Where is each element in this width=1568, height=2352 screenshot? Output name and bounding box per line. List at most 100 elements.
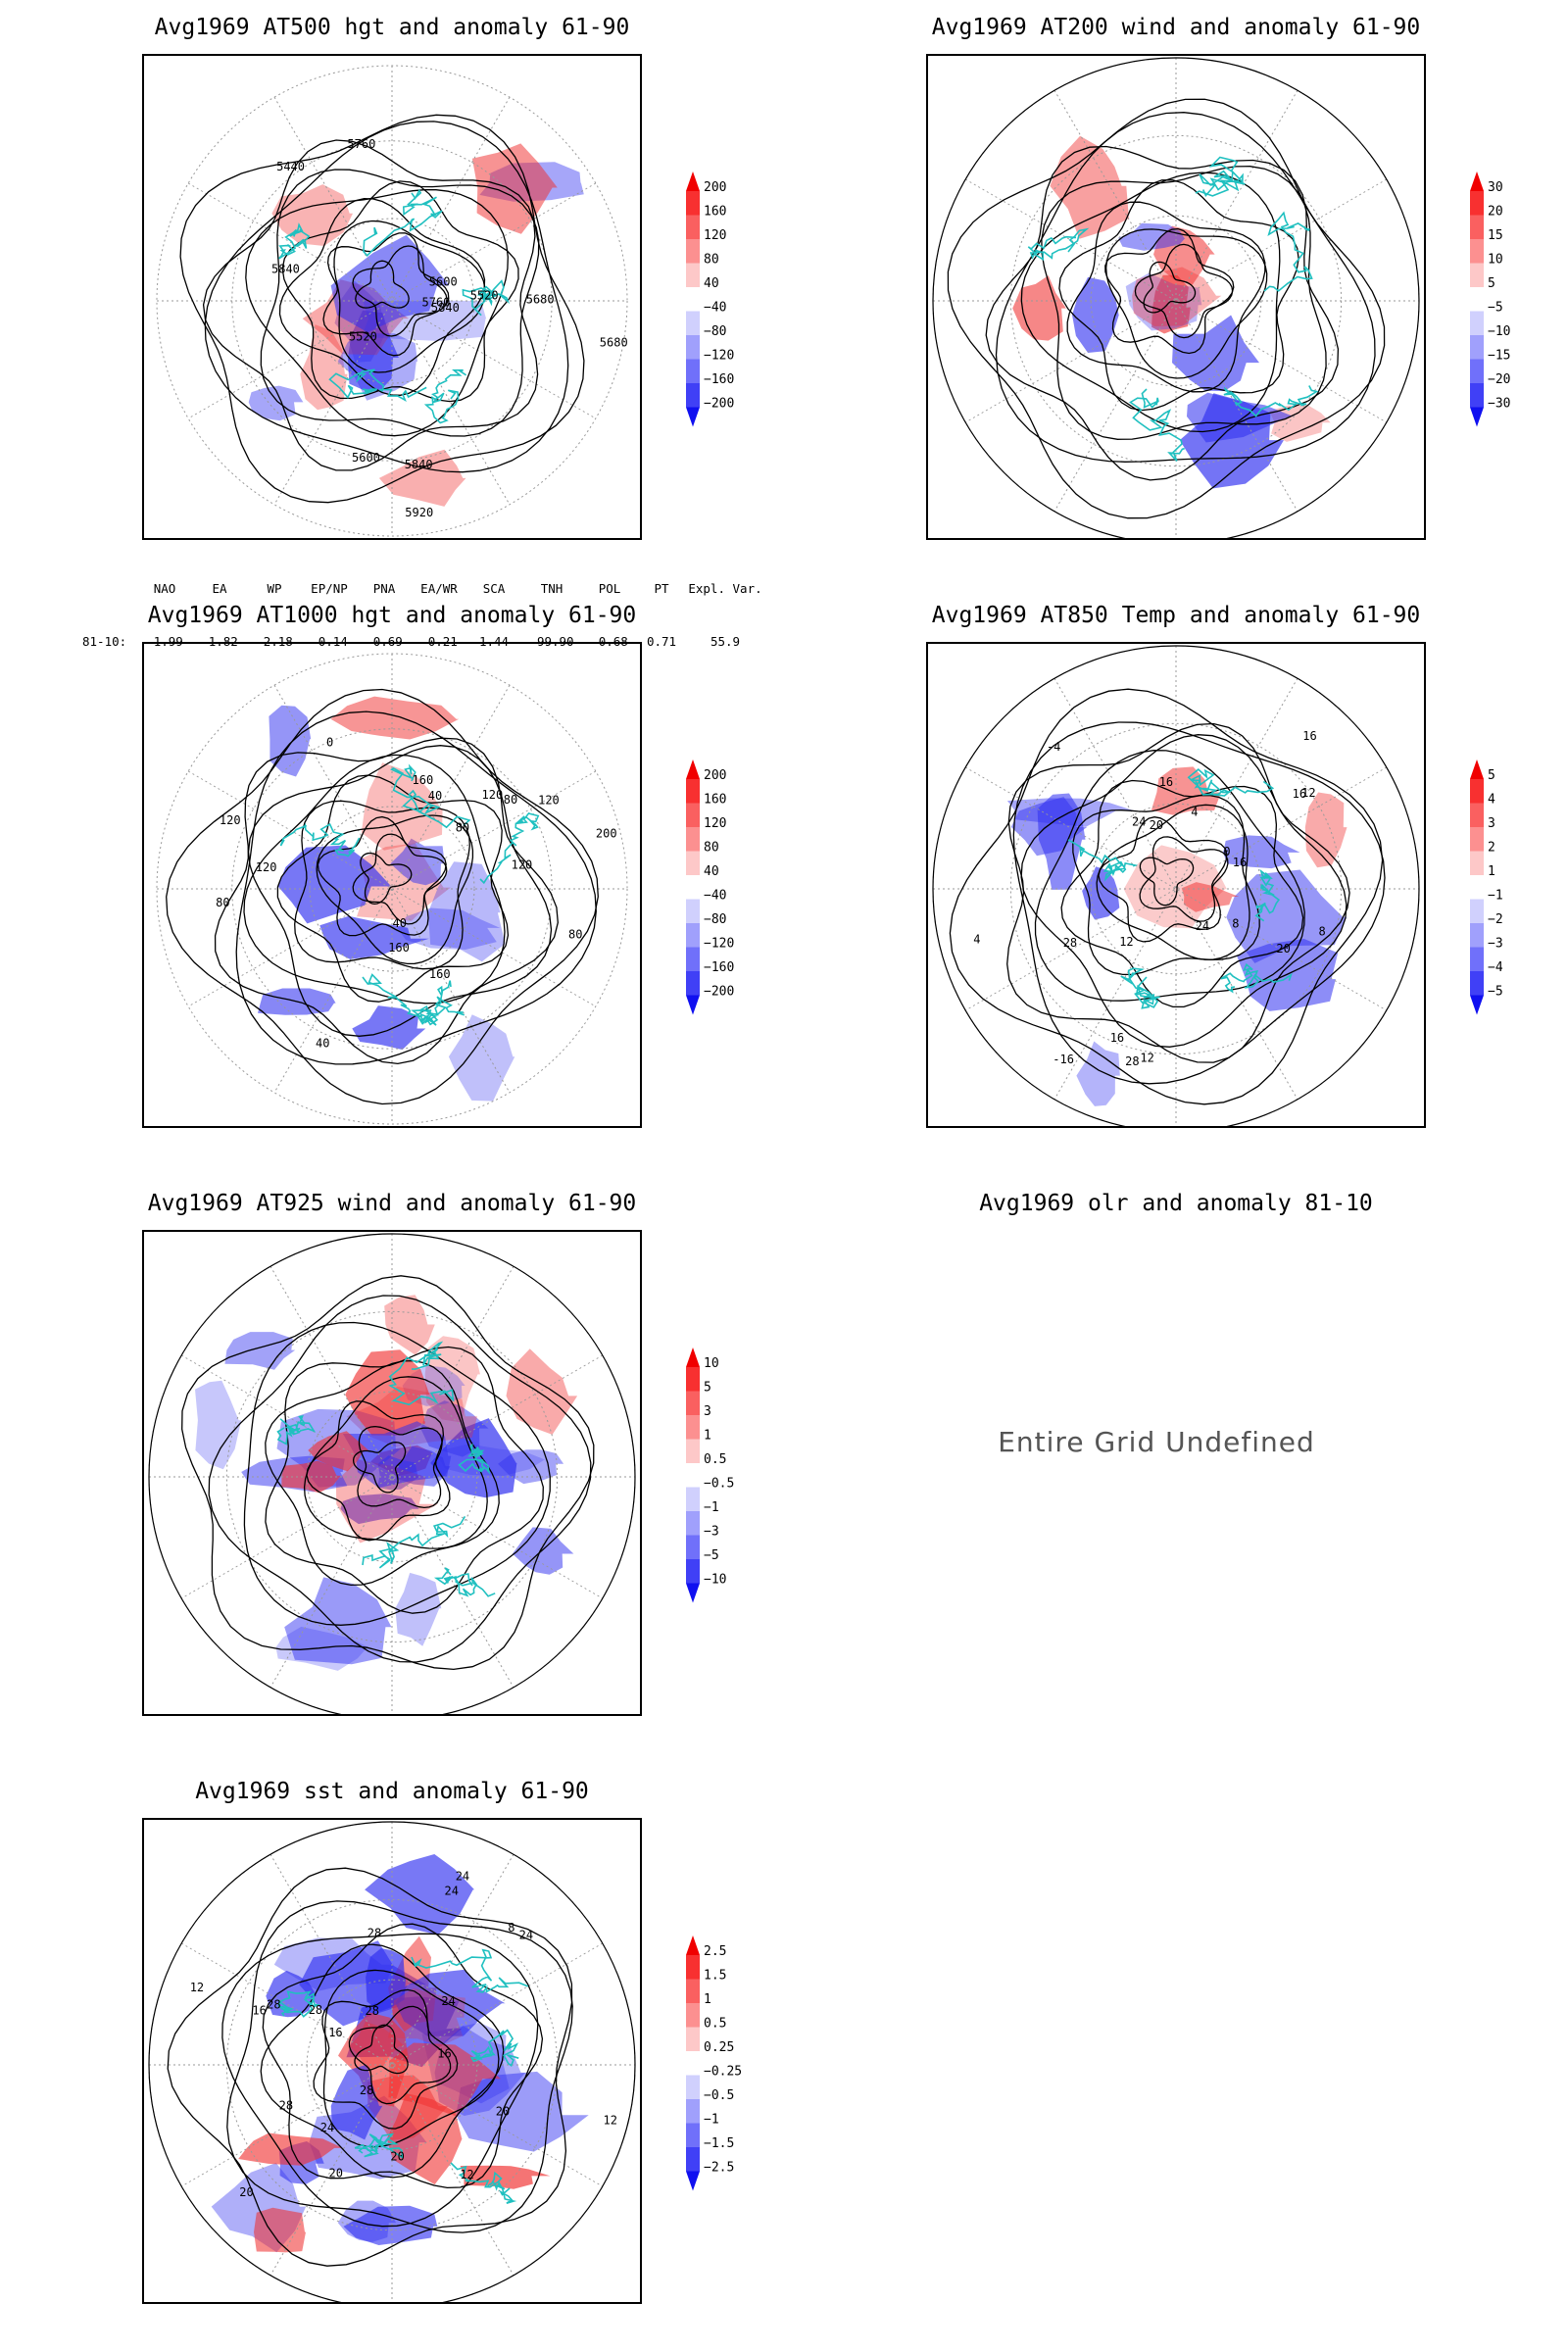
contour-line	[1096, 804, 1250, 960]
contour-line	[352, 833, 448, 925]
contour-label: 16	[328, 2026, 342, 2039]
colorbar-label: 120	[704, 228, 726, 243]
colorbar-segment	[686, 1535, 700, 1559]
colorbar-label: −2	[1488, 912, 1503, 927]
colorbar-segment	[686, 827, 700, 852]
colorbar-segment	[686, 1955, 700, 1980]
contour-label: 5920	[405, 506, 433, 519]
colorbar-svg: 30 20 15 10 5 −5 −10 −15 −20 −30	[1470, 172, 1510, 427]
contour-label: 24	[519, 1928, 533, 1941]
colorbar-label: 0.25	[704, 2040, 734, 2055]
colorbar-label: −80	[704, 324, 726, 339]
colorbar-label: −10	[704, 1573, 726, 1588]
colorbar-segment	[686, 947, 700, 971]
contour-line	[1041, 166, 1327, 440]
tc-header: WP	[267, 581, 282, 596]
contour-line	[354, 2024, 409, 2075]
contour-label: 8	[1319, 924, 1326, 938]
colorbar-label: −20	[1488, 372, 1510, 387]
colorbar-label: 4	[1488, 793, 1495, 808]
contour-label: -16	[1053, 1053, 1074, 1066]
contour-line	[1134, 243, 1234, 339]
colorbar-segment	[686, 239, 700, 264]
tc-header: Expl. Var.	[688, 581, 762, 596]
colorbar-label: −200	[704, 397, 734, 412]
colorbar-segment	[686, 2027, 700, 2051]
colorbar-label: −1	[1488, 889, 1503, 904]
contour-label: 24	[1132, 814, 1146, 828]
colorbar-bottom-arrow	[686, 2171, 700, 2191]
contour-line	[949, 688, 1384, 1105]
map-canvas	[932, 57, 1420, 538]
colorbar-top-arrow	[1470, 172, 1484, 191]
colorbar-segment	[686, 923, 700, 948]
contour-line	[166, 688, 599, 1105]
contour-label: 16	[1302, 729, 1316, 743]
colorbar-label: 80	[704, 841, 719, 856]
tc-header: PNA	[372, 581, 396, 596]
colorbar-segment	[686, 191, 700, 216]
colorbar-label: −120	[704, 349, 734, 364]
positive-anomaly-region	[1304, 792, 1348, 868]
contour-label: 24	[1196, 919, 1209, 933]
contour-line	[1058, 179, 1299, 412]
contour-label: 8	[1232, 916, 1239, 930]
contour-line	[306, 1400, 451, 1542]
panel-title: Avg1969 AT200 wind and anomaly 61-90	[931, 15, 1421, 40]
colorbar-label: −40	[704, 889, 726, 904]
contour-label: 20	[329, 2166, 343, 2180]
colorbar-label: −1	[704, 1500, 719, 1515]
contour-label: 5840	[405, 458, 433, 471]
contour-line	[1139, 857, 1195, 906]
negative-anomaly-region	[342, 1421, 452, 1489]
coastline	[278, 188, 511, 424]
positive-anomaly-region	[1153, 225, 1215, 285]
colorbar-svg: 10 5 3 1 0.5 −0.5 −1 −3 −5 −10	[686, 1348, 734, 1603]
negative-anomaly-region	[439, 1444, 546, 1476]
colorbar: 10 5 3 1 0.5 −0.5 −1 −3 −5 −10	[666, 1348, 745, 1642]
colorbar-label: 2.5	[704, 1944, 726, 1959]
colorbar-label: −5	[1488, 301, 1503, 316]
negative-anomaly-region	[330, 234, 450, 333]
colorbar-label: 1	[704, 1992, 711, 2007]
colorbar-segment	[686, 1559, 700, 1584]
map-canvas: 28 28 24 20 16 12 24 20 16 12 28 24 24 20 16 12 8 28 28 20 2…	[148, 1821, 636, 2302]
colorbar-segment	[686, 1463, 700, 1488]
colorbar-segment	[686, 1415, 700, 1440]
contour-line	[348, 2005, 452, 2105]
colorbar-segment	[686, 215, 700, 239]
negative-anomaly-region	[319, 915, 429, 959]
contour-label: 5840	[431, 301, 460, 315]
tc-value: 55.9	[710, 634, 741, 649]
contour-label: 80	[504, 793, 517, 807]
teleconnection-header-row: NAO EA WP EP/NP PNA EA/WR SCA TNH POL PT…	[82, 580, 764, 598]
contour-line	[167, 1867, 573, 2267]
hemisphere-boundary	[148, 1233, 636, 1714]
colorbar-segment	[1470, 311, 1484, 335]
colorbar-label: 30	[1488, 180, 1503, 195]
contour-label: 80	[456, 821, 469, 835]
colorbar-svg: 2.5 1.5 1 0.5 0.25 −0.25 −0.5 −1 −1.5 −2.5	[686, 1936, 742, 2191]
colorbar-svg: 5 4 3 2 1 −1 −2 −3 −4 −5	[1470, 760, 1503, 1015]
contour-label: 16	[1293, 787, 1306, 801]
contour-label: 5680	[526, 293, 555, 307]
colorbar-segment	[686, 335, 700, 360]
tc-value: -0.69	[366, 634, 403, 649]
contour-line	[214, 737, 559, 1065]
latitude-circle	[1090, 215, 1262, 387]
colorbar-label: −160	[704, 372, 734, 387]
colorbar: 200 160 120 80 40 −40 −80 −120 −160 −200	[666, 172, 745, 466]
colorbar-top-arrow	[686, 1936, 700, 1955]
coastline	[279, 763, 540, 1026]
contour-label: 12	[190, 1981, 204, 1994]
negative-anomaly-region	[1226, 869, 1348, 963]
contour-label: 160	[413, 773, 434, 787]
map-canvas	[148, 1233, 636, 1714]
contour-label: 28	[360, 2083, 373, 2097]
undefined-grid-message: Entire Grid Undefined	[998, 1426, 1315, 1458]
contour-label: 120	[482, 788, 504, 802]
contour-label: 160	[388, 941, 410, 955]
polar-map	[142, 1230, 642, 1716]
coastline	[1067, 768, 1293, 1009]
coastline	[277, 1948, 529, 2204]
